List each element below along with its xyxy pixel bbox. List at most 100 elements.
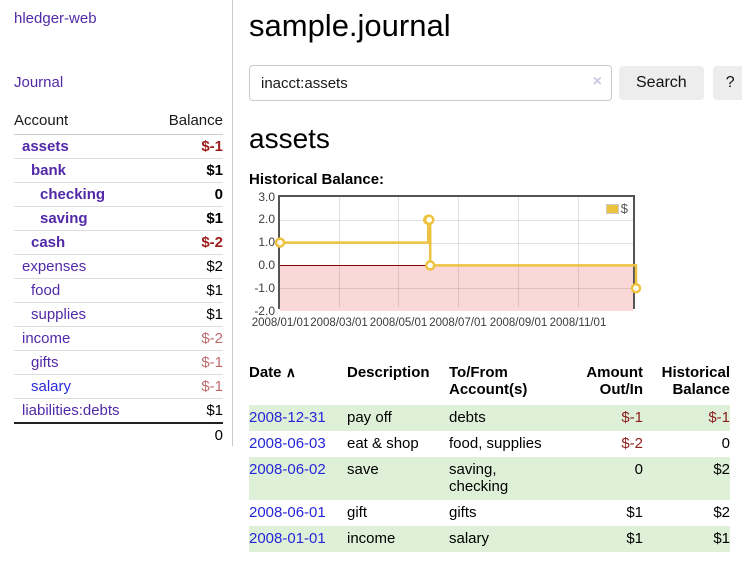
account-balance: $-1 [152,350,223,375]
account-row: assets $-1 [14,134,223,159]
sidebar-accounts-body: assets $-1 bank $1 checking 0 saving $1 cash $-2 e… [14,134,223,424]
account-balance: $2 [152,254,223,279]
sidebar-account-link[interactable]: expenses [22,258,87,275]
sidebar-account-link[interactable]: food [31,282,61,299]
app-root: hledger-web Journal Account Balance asse… [0,0,742,552]
txn-date: 2008-12-31 [249,405,347,431]
account-row: checking 0 [14,182,223,207]
txn-balance: $2 [713,504,730,521]
account-row: income $-2 [14,326,223,351]
register-header-row: Date ∧ Description To/From Account(s) Am… [249,364,730,405]
sort-ascending-icon: ∧ [285,364,296,380]
txn-accounts: debts [449,409,486,426]
sidebar-item-journal[interactable]: Journal [14,74,64,91]
txn-date-link[interactable]: 2008-06-03 [249,435,326,452]
account-cell: saving [14,206,153,231]
account-balance: $1 [152,398,223,424]
account-cell: food [14,278,153,303]
chart-data-point [630,282,642,294]
txn-amount: $-2 [621,435,643,452]
legend-swatch-icon [605,203,619,214]
account-cell: bank [14,158,153,183]
chart-x-tick-label: 2008/09/01 [489,317,548,329]
account-cell: expenses [14,254,153,279]
chart-x-tick-label: 2008/07/01 [429,317,487,329]
txn-date-link[interactable]: 2008-06-02 [249,461,326,478]
chart-negative-region [280,265,633,311]
sidebar-account-link[interactable]: salary [31,378,72,395]
txn-balance: $1 [713,530,730,547]
sidebar-account-link[interactable]: gifts [31,354,59,371]
account-row: salary $-1 [14,374,223,399]
account-cell: gifts [14,350,153,375]
sidebar-account-link[interactable]: liabilities:debts [22,402,120,419]
chart-data-point [423,214,435,226]
txn-date-link[interactable]: 2008-12-31 [249,409,326,426]
txn-amount: $1 [626,530,643,547]
register-body: 2008-12-31 pay off debts $-1 $-1 2008-06-03 ea… [249,405,730,552]
txn-accounts: saving, checking [449,461,509,495]
account-row: gifts $-1 [14,350,223,375]
col-balance: Historical Balance [661,364,730,398]
account-cell: supplies [14,302,153,327]
txn-description: pay off [347,409,392,426]
clear-search-icon[interactable]: × [592,73,602,90]
sidebar-account-link[interactable]: cash [31,234,66,251]
chart-data-point [424,260,436,271]
accounts-total-balance: 0 [152,422,223,447]
main-content: sample.journal × Search ? assets Histori… [233,0,742,552]
sidebar-account-link[interactable]: supplies [31,306,87,323]
sidebar-accounts-table: Account Balance assets $-1 bank $1 checking 0… [14,108,223,447]
txn-description: income [347,530,396,547]
txn-description: save [347,461,379,478]
account-row: liabilities:debts $1 [14,398,223,424]
app-title-link[interactable]: hledger-web [14,10,97,27]
txn-description: gift [347,504,368,521]
chart-x-tick-label: 2008/05/01 [369,317,428,329]
account-cell: assets [14,134,153,159]
account-balance: $1 [152,302,223,327]
txn-date: 2008-06-02 [249,457,347,500]
txn-date: 2008-01-01 [249,526,347,552]
transaction-row: 2008-06-01 gift gifts $1 $2 [249,500,730,526]
sidebar-account-link[interactable]: checking [40,186,106,203]
txn-description: eat & shop [347,435,419,452]
sidebar: hledger-web Journal Account Balance asse… [0,0,233,447]
account-cell: liabilities:debts [14,398,153,424]
col-date[interactable]: Date ∧ [249,364,347,405]
account-row: saving $1 [14,206,223,231]
txn-accounts: food, supplies [449,435,542,452]
sidebar-account-link[interactable]: income [22,330,71,347]
account-row: food $1 [14,278,223,303]
transaction-row: 2008-12-31 pay off debts $-1 $-1 [249,405,730,431]
accounts-header-balance: Balance [152,108,223,135]
search-button[interactable]: Search [619,66,704,100]
txn-amount: $1 [626,504,643,521]
txn-date: 2008-06-03 [249,431,347,457]
chart-gridline-v [518,197,519,307]
chart-data-point [274,237,286,248]
account-balance: $1 [152,206,223,231]
chart-title: Historical Balance: [249,171,385,188]
txn-balance: $-1 [708,409,730,426]
account-balance: $1 [152,158,223,183]
chart-x-tick-label: 2008/03/01 [310,317,368,329]
account-row: supplies $1 [14,302,223,327]
search-input[interactable] [249,65,612,101]
txn-date-link[interactable]: 2008-06-01 [249,504,326,521]
chart-y-tick-label: 3.0 [258,189,275,204]
chart-gridline-v [577,197,579,307]
chart-gridline-h [280,219,633,221]
account-cell: checking [14,182,153,207]
account-balance: $1 [152,278,223,303]
sidebar-account-link[interactable]: saving [40,210,88,227]
help-button[interactable]: ? [712,66,742,100]
sidebar-account-link[interactable]: assets [22,138,69,155]
accounts-header-row: Account Balance [14,108,223,135]
sidebar-account-link[interactable]: bank [31,162,67,179]
txn-date-link[interactable]: 2008-01-01 [249,530,326,547]
chart-gridline-h [280,288,633,290]
col-description: Description [347,364,430,381]
txn-amount: 0 [634,461,643,478]
chart-gridline-v [338,197,340,307]
